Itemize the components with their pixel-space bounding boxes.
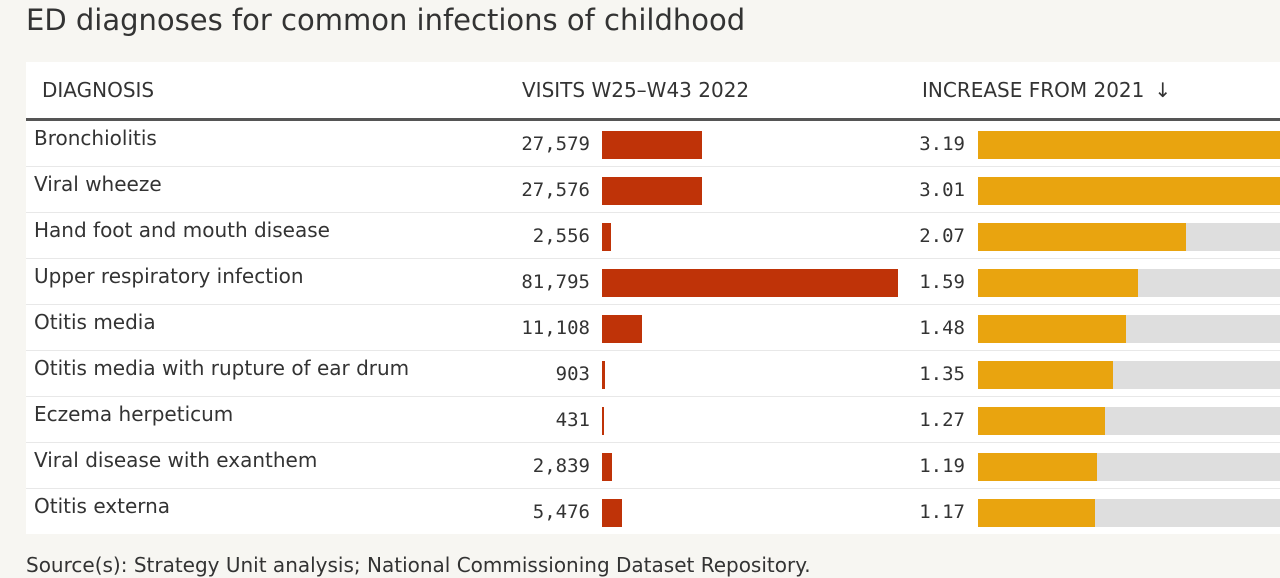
visits-bar (602, 361, 605, 389)
diagnosis-label: Viral disease with exanthem (34, 448, 318, 472)
increase-value: 1.27 (919, 409, 965, 431)
increase-bar-track (978, 407, 1280, 435)
visits-bar (602, 453, 612, 481)
increase-bar (978, 361, 1113, 389)
column-header-diagnosis[interactable]: DIAGNOSIS (42, 62, 154, 118)
increase-bar-track (978, 177, 1280, 205)
visits-bar (602, 315, 642, 343)
table-row: Otitis media with rupture of ear drum 903… (26, 351, 1280, 397)
diagnosis-label: Viral wheeze (34, 172, 162, 196)
arrow-down-icon: ↓ (1154, 78, 1172, 102)
visits-bar (602, 223, 611, 251)
table-row: Otitis externa 5,476 1.17 (26, 489, 1280, 535)
column-header-label: INCREASE FROM 2021 (922, 78, 1145, 102)
increase-bar-track (978, 361, 1280, 389)
table-body: Bronchiolitis 27,579 3.19 Viral wheeze 27,57… (26, 121, 1280, 535)
increase-bar (978, 177, 1280, 205)
visits-value: 5,476 (532, 501, 590, 523)
visits-value: 431 (555, 409, 590, 431)
diagnosis-label: Hand foot and mouth disease (34, 218, 330, 242)
visits-value: 27,579 (521, 133, 590, 155)
diagnosis-label: Otitis externa (34, 494, 171, 518)
diagnosis-label: Otitis media with rupture of ear drum (34, 356, 410, 380)
table-row: Otitis media 11,108 1.48 (26, 305, 1280, 351)
visits-value: 11,108 (521, 317, 590, 339)
increase-bar (978, 131, 1280, 159)
data-table: DIAGNOSIS VISITS W25–W43 2022 INCREASE F… (26, 62, 1280, 534)
table-row: Viral wheeze 27,576 3.01 (26, 167, 1280, 213)
source-note: Source(s): Strategy Unit analysis; Natio… (26, 553, 811, 577)
increase-value: 3.01 (919, 179, 965, 201)
increase-bar (978, 269, 1138, 297)
increase-bar-track (978, 131, 1280, 159)
chart-title: ED diagnoses for common infections of ch… (26, 3, 746, 37)
increase-value: 1.59 (919, 271, 965, 293)
increase-value: 1.19 (919, 455, 965, 477)
column-header-label: VISITS W25–W43 2022 (522, 78, 750, 102)
column-header-increase[interactable]: INCREASE FROM 2021 ↓ (922, 62, 1171, 118)
visits-bar (602, 269, 898, 297)
visits-value: 27,576 (521, 179, 590, 201)
visits-value: 903 (555, 363, 590, 385)
increase-bar (978, 315, 1126, 343)
increase-value: 1.35 (919, 363, 965, 385)
visits-value: 81,795 (521, 271, 590, 293)
increase-value: 1.17 (919, 501, 965, 523)
visits-value: 2,556 (532, 225, 590, 247)
increase-bar (978, 499, 1095, 527)
increase-bar-track (978, 223, 1280, 251)
increase-bar (978, 407, 1105, 435)
visits-bar (602, 407, 604, 435)
increase-value: 2.07 (919, 225, 965, 247)
visits-bar (602, 131, 702, 159)
table-row: Upper respiratory infection 81,795 1.59 (26, 259, 1280, 305)
column-header-label: DIAGNOSIS (42, 78, 155, 102)
visits-bar (602, 177, 702, 205)
table-row: Hand foot and mouth disease 2,556 2.07 (26, 213, 1280, 259)
increase-bar (978, 453, 1097, 481)
diagnosis-label: Upper respiratory infection (34, 264, 304, 288)
table-header: DIAGNOSIS VISITS W25–W43 2022 INCREASE F… (26, 62, 1280, 118)
increase-bar-track (978, 453, 1280, 481)
increase-value: 3.19 (919, 133, 965, 155)
increase-value: 1.48 (919, 317, 965, 339)
increase-bar (978, 223, 1186, 251)
header-divider (26, 118, 1280, 121)
increase-bar-track (978, 499, 1280, 527)
table-row: Bronchiolitis 27,579 3.19 (26, 121, 1280, 167)
visits-bar (602, 499, 622, 527)
table-row: Viral disease with exanthem 2,839 1.19 (26, 443, 1280, 489)
diagnosis-label: Eczema herpeticum (34, 402, 234, 426)
visits-value: 2,839 (532, 455, 590, 477)
increase-bar-track (978, 269, 1280, 297)
increase-bar-track (978, 315, 1280, 343)
table-row: Eczema herpeticum 431 1.27 (26, 397, 1280, 443)
diagnosis-label: Otitis media (34, 310, 156, 334)
column-header-visits[interactable]: VISITS W25–W43 2022 (522, 62, 749, 118)
diagnosis-label: Bronchiolitis (34, 126, 157, 150)
